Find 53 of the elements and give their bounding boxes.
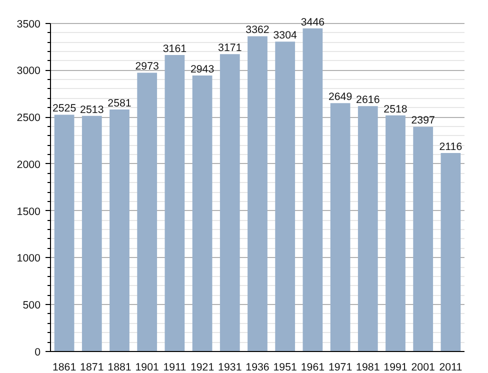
y-tick-label: 0: [34, 346, 41, 358]
x-tick-label: 1861: [52, 362, 76, 373]
y-tick-label: 3000: [16, 65, 41, 78]
data-label: 3362: [246, 24, 270, 36]
x-tick-label: 1881: [108, 362, 132, 373]
data-label: 2513: [80, 104, 104, 116]
y-tick-label: 500: [22, 300, 41, 312]
bar: [275, 42, 296, 352]
x-tick-label: 1951: [273, 362, 298, 373]
data-label: 2616: [356, 94, 380, 106]
x-tick-label: 1971: [328, 362, 352, 373]
x-tick-label: 2011: [439, 362, 462, 373]
bar: [110, 109, 130, 352]
bar: [440, 153, 461, 352]
x-tick-label: 1981: [356, 362, 380, 373]
bar: [302, 28, 323, 352]
x-tick-label: 1921: [190, 362, 214, 373]
y-tick-label: 2000: [16, 158, 41, 171]
bar: [82, 116, 102, 352]
data-label: 2581: [108, 97, 132, 110]
y-tick-label: 1000: [16, 252, 41, 265]
bar: [386, 115, 406, 352]
data-label: 2116: [439, 141, 462, 154]
bar: [54, 114, 74, 352]
x-tick-label: 1936: [246, 362, 270, 373]
data-label: 3161: [162, 43, 187, 56]
data-label: 2649: [328, 91, 352, 104]
data-label: 3304: [273, 30, 298, 42]
bar: [137, 72, 158, 352]
y-tick-label: 2500: [16, 112, 41, 124]
x-tick-label: 1991: [384, 362, 408, 373]
x-tick-label: 1911: [163, 362, 186, 373]
x-tick-label: 1961: [300, 362, 325, 373]
data-label: 2525: [52, 102, 76, 115]
data-label: 2973: [135, 60, 160, 73]
data-label: 2518: [384, 103, 408, 116]
y-tick-label: 1500: [16, 206, 41, 218]
bar: [164, 55, 185, 352]
data-label: 3446: [300, 16, 325, 28]
x-tick-label: 1871: [80, 362, 104, 373]
bar: [330, 103, 350, 352]
x-tick-label: 2001: [411, 362, 436, 373]
data-label: 3171: [218, 42, 242, 54]
bar: [220, 54, 240, 352]
bar: [248, 36, 268, 352]
data-label: 2943: [190, 64, 214, 76]
bar: [358, 106, 378, 352]
x-tick-label: 1931: [218, 362, 242, 373]
bar: [413, 126, 434, 352]
y-tick-label: 3500: [16, 18, 41, 30]
data-label: 2397: [411, 114, 436, 127]
x-tick-label: 1901: [135, 362, 160, 373]
bar: [192, 76, 212, 352]
